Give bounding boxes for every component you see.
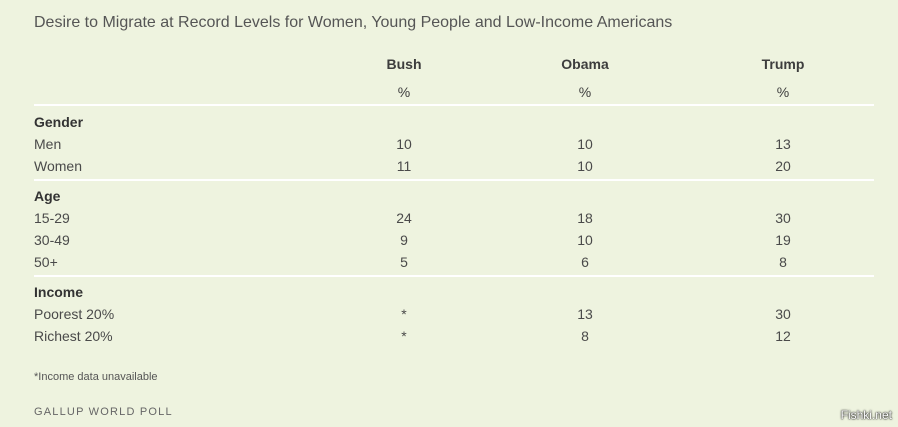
cell-15-29-trump: 30 (775, 210, 791, 226)
cell-50-plus-obama: 6 (581, 254, 589, 270)
cell-poorest-20-trump: 30 (775, 306, 791, 322)
cell-richest-20-bush: * (401, 328, 406, 344)
cell-poorest-20-obama: 13 (577, 306, 593, 322)
row-label-women: Women (34, 158, 82, 174)
row-label-30-49: 30-49 (34, 232, 70, 248)
row-label-richest-20: Richest 20% (34, 328, 113, 344)
cell-men-bush: 10 (396, 136, 412, 152)
group-label-age: Age (34, 188, 60, 204)
cell-poorest-20-bush: * (401, 306, 406, 322)
cell-women-bush: 11 (397, 158, 412, 174)
column-header-bush: Bush (387, 56, 422, 72)
column-unit-bush: % (398, 84, 410, 100)
cell-50-plus-bush: 5 (400, 254, 408, 270)
source-label: GALLUP WORLD POLL (34, 406, 173, 418)
chart-title: Desire to Migrate at Record Levels for W… (34, 14, 672, 32)
cell-men-obama: 10 (577, 136, 593, 152)
row-label-50-plus: 50+ (34, 254, 58, 270)
cell-30-49-trump: 19 (775, 232, 791, 248)
group-divider (34, 275, 874, 277)
row-label-poorest-20: Poorest 20% (34, 306, 114, 322)
watermark: Fishki.net (841, 408, 892, 422)
cell-50-plus-trump: 8 (779, 254, 787, 270)
cell-30-49-obama: 10 (577, 232, 593, 248)
footnote: *Income data unavailable (34, 371, 158, 383)
row-label-men: Men (34, 136, 61, 152)
cell-15-29-obama: 18 (577, 210, 593, 226)
cell-women-obama: 10 (577, 158, 593, 174)
column-unit-trump: % (777, 84, 789, 100)
column-header-obama: Obama (561, 56, 608, 72)
group-label-gender: Gender (34, 114, 83, 130)
cell-women-trump: 20 (775, 158, 791, 174)
cell-richest-20-obama: 8 (581, 328, 589, 344)
cell-30-49-bush: 9 (400, 232, 408, 248)
cell-richest-20-trump: 12 (775, 328, 791, 344)
cell-men-trump: 13 (775, 136, 791, 152)
column-header-trump: Trump (762, 56, 805, 72)
group-divider (34, 104, 874, 106)
group-divider (34, 179, 874, 181)
group-label-income: Income (34, 284, 83, 300)
cell-15-29-bush: 24 (396, 210, 412, 226)
column-unit-obama: % (579, 84, 591, 100)
row-label-15-29: 15-29 (34, 210, 70, 226)
